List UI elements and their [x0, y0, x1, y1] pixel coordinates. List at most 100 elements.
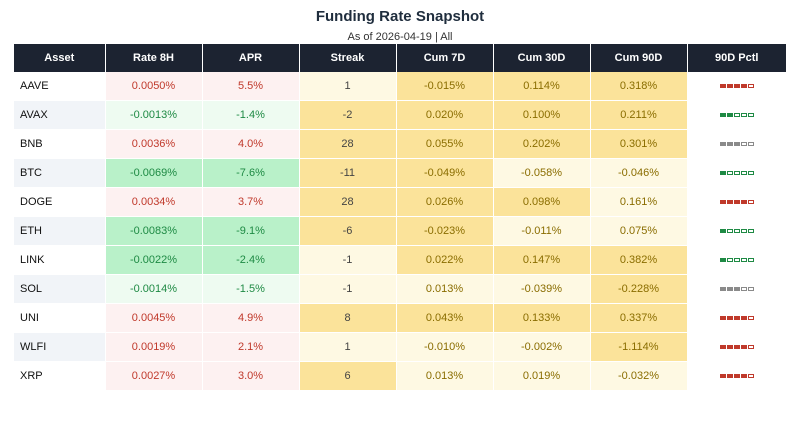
percentile-segment	[733, 84, 740, 89]
percentile-segment	[747, 200, 754, 205]
cell-apr: 3.0%	[202, 361, 300, 391]
cell-asset: AAVE	[14, 72, 106, 101]
cell-asset: AVAX	[14, 100, 106, 130]
cell-cum-90d: 0.211%	[590, 100, 688, 130]
percentile-bar	[719, 200, 754, 205]
percentile-bar	[719, 84, 754, 89]
header-rate-8h[interactable]: Rate 8H	[105, 44, 203, 72]
cell-rate-8h: -0.0069%	[105, 158, 203, 188]
cell-cum-7d: -0.015%	[396, 72, 494, 101]
cell-streak: 28	[299, 187, 397, 217]
header-cum-7d[interactable]: Cum 7D	[396, 44, 494, 72]
cell-cum-30d: 0.114%	[493, 72, 591, 101]
percentile-segment	[726, 374, 733, 379]
cell-apr: 4.9%	[202, 303, 300, 333]
cell-cum-7d: 0.022%	[396, 245, 494, 275]
percentile-segment	[719, 229, 726, 234]
header-cum-90d[interactable]: Cum 90D	[590, 44, 688, 72]
percentile-segment	[726, 200, 733, 205]
percentile-segment	[726, 142, 733, 147]
cell-cum-7d: -0.023%	[396, 216, 494, 246]
cell-apr: 5.5%	[202, 72, 300, 101]
header-row: Asset Rate 8H APR Streak Cum 7D Cum 30D …	[14, 44, 786, 72]
header-streak[interactable]: Streak	[299, 44, 397, 72]
percentile-segment	[740, 113, 747, 118]
cell-cum-90d: 0.318%	[590, 72, 688, 101]
cell-90d-pctl	[687, 100, 786, 130]
cell-cum-90d: -1.114%	[590, 332, 688, 362]
cell-cum-90d: 0.301%	[590, 129, 688, 159]
cell-90d-pctl	[687, 72, 786, 101]
percentile-segment	[747, 171, 754, 176]
percentile-segment	[719, 287, 726, 292]
cell-90d-pctl	[687, 129, 786, 159]
cell-asset: DOGE	[14, 187, 106, 217]
cell-apr: 4.0%	[202, 129, 300, 159]
cell-asset: ETH	[14, 216, 106, 246]
table-row: XRP 0.0027% 3.0% 6 0.013% 0.019% -0.032%	[14, 361, 786, 391]
cell-streak: -6	[299, 216, 397, 246]
cell-rate-8h: -0.0022%	[105, 245, 203, 275]
cell-asset: WLFI	[14, 332, 106, 362]
cell-cum-7d: 0.013%	[396, 361, 494, 391]
header-asset[interactable]: Asset	[14, 44, 106, 72]
cell-90d-pctl	[687, 274, 786, 304]
percentile-segment	[719, 345, 726, 350]
cell-cum-7d: -0.049%	[396, 158, 494, 188]
percentile-segment	[747, 229, 754, 234]
percentile-segment	[740, 84, 747, 89]
percentile-segment	[747, 316, 754, 321]
percentile-segment	[726, 84, 733, 89]
percentile-bar	[719, 229, 754, 234]
table-row: BNB 0.0036% 4.0% 28 0.055% 0.202% 0.301%	[14, 129, 786, 159]
cell-rate-8h: 0.0027%	[105, 361, 203, 391]
percentile-segment	[726, 287, 733, 292]
cell-cum-90d: -0.046%	[590, 158, 688, 188]
cell-cum-30d: 0.202%	[493, 129, 591, 159]
cell-streak: -1	[299, 245, 397, 275]
header-cum-30d[interactable]: Cum 30D	[493, 44, 591, 72]
cell-cum-7d: 0.055%	[396, 129, 494, 159]
cell-apr: -1.5%	[202, 274, 300, 304]
cell-cum-7d: 0.020%	[396, 100, 494, 130]
percentile-segment	[740, 287, 747, 292]
cell-asset: XRP	[14, 361, 106, 391]
cell-rate-8h: 0.0019%	[105, 332, 203, 362]
cell-cum-30d: 0.100%	[493, 100, 591, 130]
cell-apr: 3.7%	[202, 187, 300, 217]
percentile-segment	[733, 258, 740, 263]
percentile-segment	[740, 229, 747, 234]
cell-cum-90d: 0.161%	[590, 187, 688, 217]
percentile-segment	[733, 171, 740, 176]
percentile-segment	[733, 229, 740, 234]
header-apr[interactable]: APR	[202, 44, 300, 72]
cell-90d-pctl	[687, 187, 786, 217]
cell-streak: 6	[299, 361, 397, 391]
table-row: AAVE 0.0050% 5.5% 1 -0.015% 0.114% 0.318%	[14, 72, 786, 101]
percentile-segment	[747, 287, 754, 292]
percentile-bar	[719, 287, 754, 292]
percentile-segment	[747, 84, 754, 89]
cell-90d-pctl	[687, 303, 786, 333]
percentile-bar	[719, 374, 754, 379]
cell-90d-pctl	[687, 245, 786, 275]
chart-subtitle: As of 2026-04-19 | All	[347, 31, 453, 43]
cell-cum-90d: 0.075%	[590, 216, 688, 246]
percentile-segment	[726, 258, 733, 263]
percentile-segment	[733, 142, 740, 147]
percentile-segment	[747, 142, 754, 147]
cell-rate-8h: 0.0036%	[105, 129, 203, 159]
cell-90d-pctl	[687, 158, 786, 188]
header-90d-pctl[interactable]: 90D Pctl	[687, 44, 786, 72]
cell-rate-8h: -0.0083%	[105, 216, 203, 246]
cell-cum-30d: -0.058%	[493, 158, 591, 188]
percentile-segment	[719, 258, 726, 263]
cell-rate-8h: 0.0034%	[105, 187, 203, 217]
percentile-segment	[747, 374, 754, 379]
cell-rate-8h: -0.0014%	[105, 274, 203, 304]
cell-asset: UNI	[14, 303, 106, 333]
percentile-segment	[719, 171, 726, 176]
percentile-bar	[719, 345, 754, 350]
percentile-segment	[740, 345, 747, 350]
percentile-segment	[733, 374, 740, 379]
